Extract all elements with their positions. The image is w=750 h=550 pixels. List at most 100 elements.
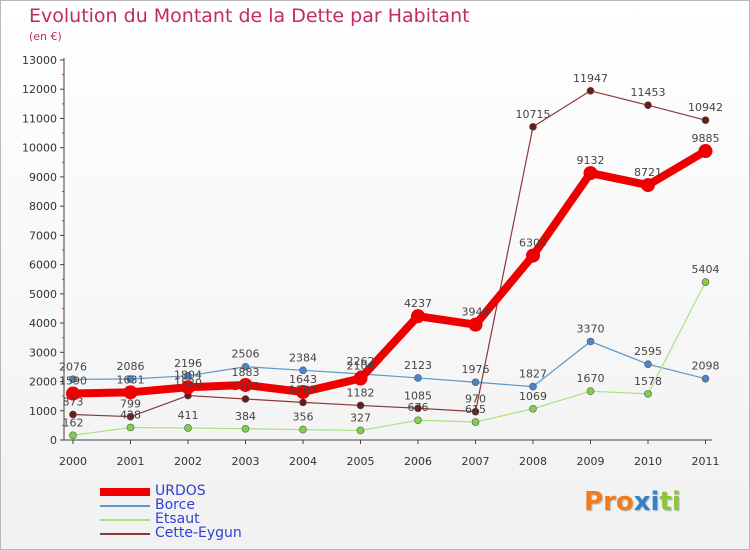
- data-point: [586, 337, 595, 346]
- data-label: 1287: [289, 383, 317, 396]
- data-point: [414, 374, 422, 382]
- data-label: 873: [63, 395, 84, 408]
- data-label: 1182: [347, 386, 375, 399]
- data-label: 1976: [462, 363, 490, 376]
- data-label: 9132: [577, 154, 605, 167]
- data-label: 2123: [404, 359, 432, 372]
- data-label: 2595: [634, 345, 662, 358]
- data-point: [69, 410, 77, 419]
- y-tick-label: 4000: [29, 317, 57, 330]
- data-label: 2262: [347, 355, 375, 368]
- series-line-etsaut: [72, 281, 707, 436]
- y-tick-label: 8000: [29, 200, 57, 213]
- logo-letter: t: [659, 487, 672, 517]
- y-tick-label: 10000: [22, 142, 57, 155]
- data-point: [296, 384, 310, 399]
- data-label: 411: [178, 409, 199, 422]
- data-label: 1827: [519, 368, 547, 381]
- data-point: [701, 278, 710, 286]
- data-point: [529, 404, 537, 413]
- logo-letter: r: [603, 487, 616, 517]
- x-tick-label: 2010: [634, 455, 662, 468]
- data-label: 6309: [519, 237, 547, 250]
- logo-letter: i: [671, 487, 681, 517]
- data-point: [471, 378, 480, 387]
- data-label: 2086: [117, 360, 145, 373]
- data-point: [586, 86, 595, 95]
- legend-swatch-urdos: [100, 488, 150, 496]
- y-tick-label: 0: [50, 434, 57, 447]
- legend-swatch-borce: [100, 505, 150, 507]
- data-label: 11453: [631, 86, 666, 99]
- data-point: [241, 362, 250, 371]
- data-point: [698, 144, 713, 159]
- data-point: [69, 431, 77, 440]
- legend-item-cette-eygun: Cette-Eygun: [100, 525, 320, 541]
- data-point: [471, 418, 480, 426]
- data-point: [66, 386, 80, 401]
- y-tick-label: 5000: [29, 288, 57, 301]
- x-tick-label: 2006: [404, 455, 432, 468]
- data-point: [353, 371, 368, 386]
- proxiti-logo: Proxiti: [584, 487, 681, 517]
- data-label: 5404: [692, 263, 720, 276]
- y-tick-label: 9000: [29, 171, 57, 184]
- x-tick-label: 2008: [519, 455, 547, 468]
- series-line-cette-eygun: [72, 90, 707, 418]
- data-point: [356, 426, 365, 435]
- x-tick-label: 2000: [59, 455, 87, 468]
- data-point: [644, 360, 652, 368]
- data-label: 11947: [573, 72, 608, 85]
- data-label: 1804: [174, 368, 202, 381]
- data-label: 1520: [174, 377, 202, 390]
- data-point: [181, 380, 195, 395]
- data-label: 1670: [577, 372, 605, 385]
- data-label: 2196: [174, 357, 202, 370]
- data-point: [126, 375, 135, 383]
- y-tick-label: 6000: [29, 259, 57, 272]
- data-point: [411, 309, 425, 324]
- data-point: [526, 248, 540, 263]
- data-label: 327: [350, 411, 371, 424]
- data-label: 970: [465, 393, 486, 406]
- y-tick-label: 13000: [22, 54, 57, 67]
- data-label: 799: [120, 398, 141, 411]
- data-label: 1578: [634, 375, 662, 388]
- logo-letter: x: [633, 487, 651, 517]
- data-point: [299, 398, 307, 407]
- data-label: 1631: [117, 373, 145, 386]
- y-tick-label: 7000: [29, 229, 57, 242]
- data-label: 676: [408, 401, 429, 414]
- data-label: 8721: [634, 166, 662, 179]
- data-label: 3370: [577, 322, 605, 335]
- x-tick-label: 2007: [462, 455, 490, 468]
- data-label: 2384: [289, 351, 317, 364]
- logo-letter: P: [584, 487, 604, 517]
- data-label: 428: [120, 408, 141, 421]
- data-point: [414, 416, 422, 425]
- legend-label-urdos: URDOS: [155, 483, 206, 499]
- data-point: [471, 407, 480, 416]
- data-label: 356: [293, 411, 314, 424]
- legend-swatch-cette-eygun: [100, 533, 150, 535]
- logo-letter: o: [615, 487, 634, 517]
- data-point: [69, 375, 77, 384]
- data-label: 1643: [289, 373, 317, 386]
- chart-legend: URDOS Borce Etsaut Cette-Eygun: [100, 483, 320, 541]
- data-point: [644, 101, 652, 110]
- data-point: [126, 412, 135, 421]
- data-point: [123, 385, 138, 400]
- data-label: 384: [235, 410, 256, 423]
- data-label: 1883: [232, 366, 260, 379]
- data-label: 4237: [404, 297, 432, 310]
- data-point: [299, 366, 307, 375]
- data-label: 2506: [232, 348, 260, 361]
- x-tick-label: 2002: [174, 455, 202, 468]
- data-point: [701, 374, 710, 383]
- x-tick-label: 2009: [577, 455, 605, 468]
- data-label: 9885: [692, 132, 720, 145]
- data-point: [641, 178, 655, 193]
- legend-label-etsaut: Etsaut: [155, 511, 200, 527]
- data-point: [529, 122, 537, 131]
